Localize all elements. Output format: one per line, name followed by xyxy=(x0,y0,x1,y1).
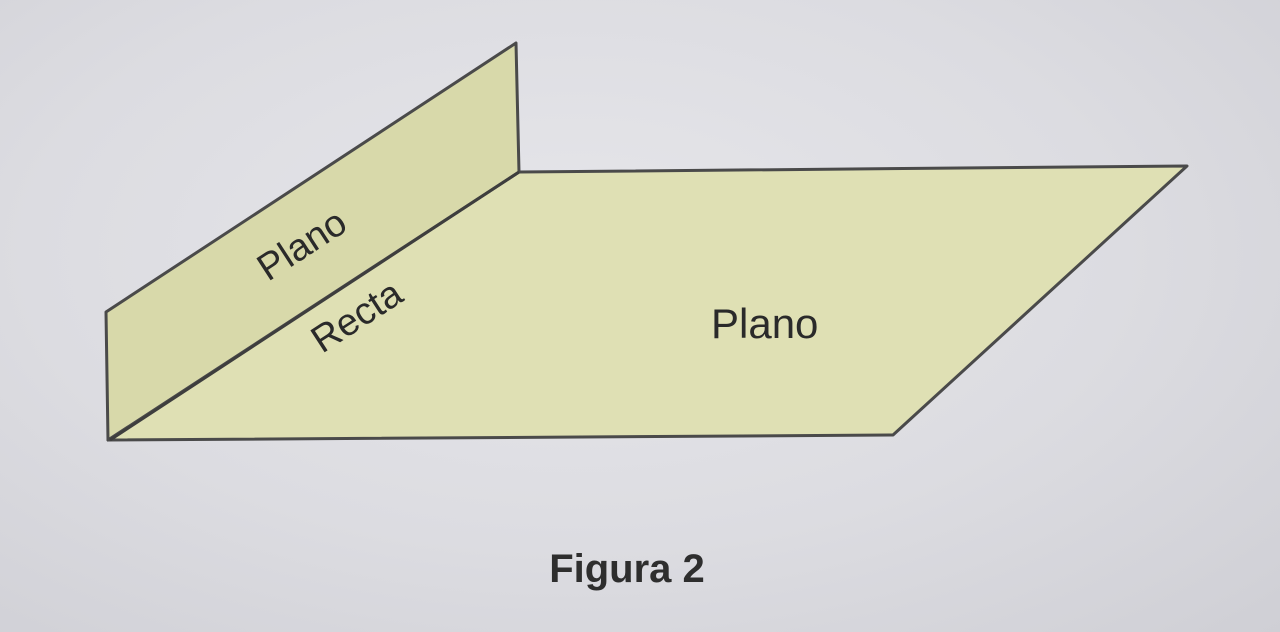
intersection-line xyxy=(109,170,520,442)
figure-caption: Figura 2 xyxy=(549,547,705,591)
horizontal-plane-label: Plano xyxy=(711,300,818,347)
